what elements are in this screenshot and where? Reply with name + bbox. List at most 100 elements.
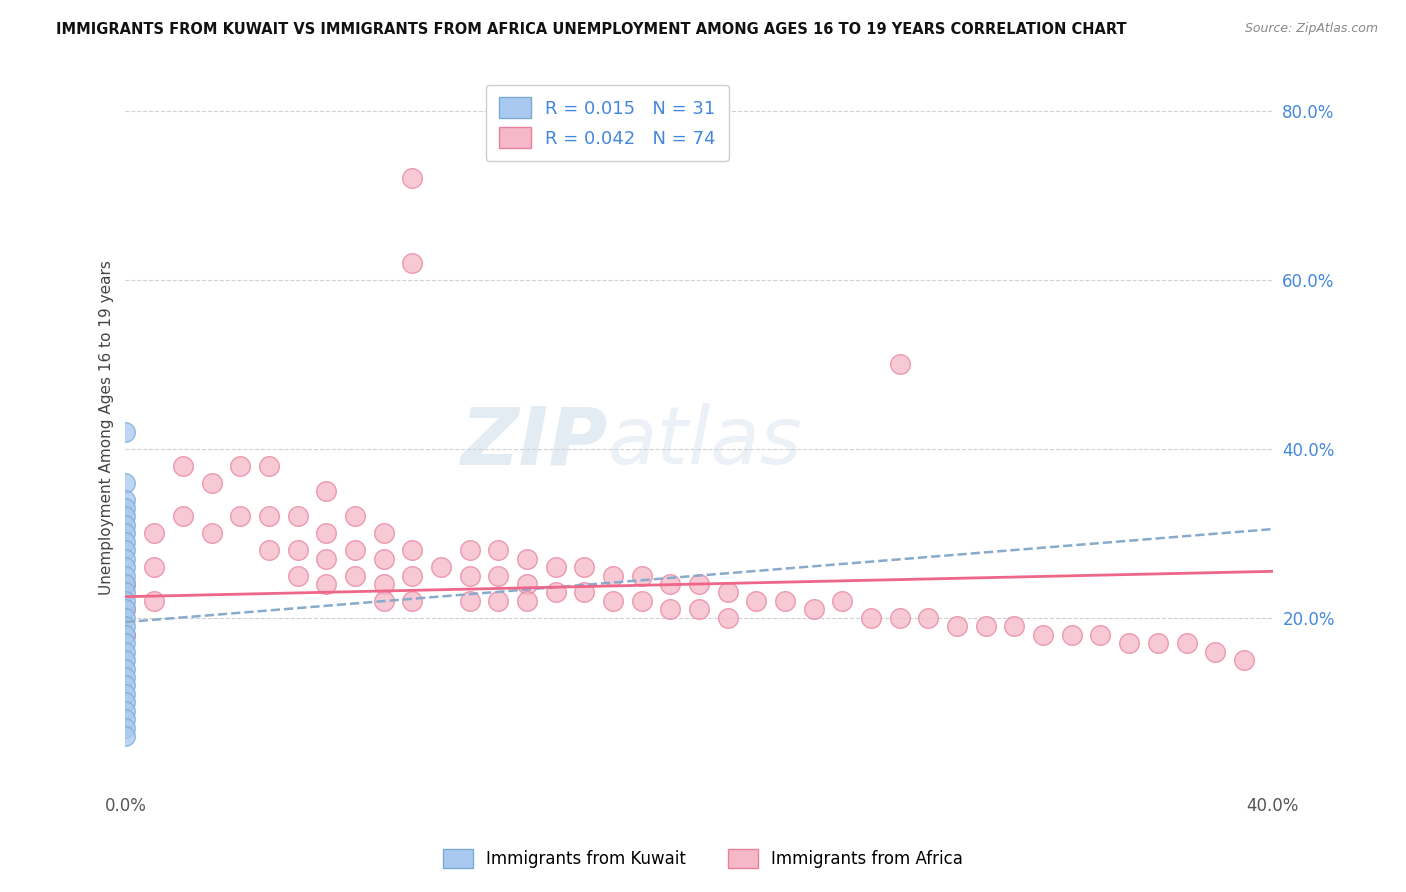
Point [114, 712, 136, 726]
Point [114, 678, 136, 692]
Point [114, 509, 136, 524]
Point [114, 729, 136, 743]
Point [831, 594, 853, 608]
Point [114, 560, 136, 574]
Point [974, 619, 997, 633]
Point [114, 500, 136, 515]
Point [229, 509, 252, 524]
Point [373, 594, 395, 608]
Point [343, 568, 366, 582]
Point [486, 568, 509, 582]
Point [889, 357, 911, 371]
Point [257, 458, 280, 473]
Point [287, 543, 309, 558]
Point [630, 594, 652, 608]
Point [373, 526, 395, 541]
Point [257, 509, 280, 524]
Point [114, 425, 136, 439]
Point [373, 577, 395, 591]
Point [114, 585, 136, 599]
Point [458, 594, 481, 608]
Point [114, 653, 136, 667]
Point [114, 577, 136, 591]
Point [602, 568, 624, 582]
Point [574, 585, 596, 599]
Point [659, 577, 682, 591]
Point [143, 560, 166, 574]
Point [1233, 653, 1256, 667]
Point [114, 636, 136, 650]
Point [516, 551, 538, 566]
Point [143, 594, 166, 608]
Point [114, 695, 136, 709]
Point [516, 594, 538, 608]
Point [1204, 645, 1226, 659]
Point [114, 492, 136, 507]
Point [860, 611, 883, 625]
Point [717, 585, 740, 599]
Point [401, 594, 423, 608]
Point [401, 171, 423, 186]
Point [574, 560, 596, 574]
Point [1146, 636, 1168, 650]
Point [889, 611, 911, 625]
Point [486, 543, 509, 558]
Point [430, 560, 453, 574]
Point [114, 661, 136, 675]
Point [287, 509, 309, 524]
Point [114, 602, 136, 616]
Point [343, 543, 366, 558]
Point [315, 551, 337, 566]
Point [630, 568, 652, 582]
Point [114, 721, 136, 735]
Point [1175, 636, 1198, 650]
Point [114, 526, 136, 541]
Point [114, 687, 136, 701]
Point [401, 568, 423, 582]
Point [688, 577, 710, 591]
Point [172, 509, 194, 524]
Point [114, 475, 136, 490]
Point [946, 619, 969, 633]
Point [114, 602, 136, 616]
Point [745, 594, 768, 608]
Point [401, 543, 423, 558]
Point [1060, 628, 1083, 642]
Text: Source: ZipAtlas.com: Source: ZipAtlas.com [1244, 22, 1378, 36]
Point [773, 594, 796, 608]
Point [544, 560, 567, 574]
Point [1118, 636, 1140, 650]
Point [114, 628, 136, 642]
Point [315, 526, 337, 541]
Point [114, 594, 136, 608]
Text: atlas: atlas [607, 403, 801, 481]
Point [401, 256, 423, 270]
Point [257, 543, 280, 558]
Point [688, 602, 710, 616]
Point [114, 619, 136, 633]
Point [172, 458, 194, 473]
Point [1004, 619, 1026, 633]
Point [114, 534, 136, 549]
Point [114, 628, 136, 642]
Point [1032, 628, 1054, 642]
Point [315, 577, 337, 591]
Point [114, 670, 136, 684]
Point [458, 568, 481, 582]
Y-axis label: Unemployment Among Ages 16 to 19 years: Unemployment Among Ages 16 to 19 years [100, 260, 114, 595]
Point [544, 585, 567, 599]
Legend: R = 0.015   N = 31, R = 0.042   N = 74: R = 0.015 N = 31, R = 0.042 N = 74 [486, 85, 728, 161]
Point [803, 602, 825, 616]
Legend: Immigrants from Kuwait, Immigrants from Africa: Immigrants from Kuwait, Immigrants from … [436, 842, 970, 875]
Point [1090, 628, 1112, 642]
Point [659, 602, 682, 616]
Point [458, 543, 481, 558]
Text: IMMIGRANTS FROM KUWAIT VS IMMIGRANTS FROM AFRICA UNEMPLOYMENT AMONG AGES 16 TO 1: IMMIGRANTS FROM KUWAIT VS IMMIGRANTS FRO… [56, 22, 1126, 37]
Point [114, 543, 136, 558]
Point [315, 484, 337, 499]
Point [717, 611, 740, 625]
Point [114, 704, 136, 718]
Point [200, 475, 222, 490]
Point [602, 594, 624, 608]
Point [486, 594, 509, 608]
